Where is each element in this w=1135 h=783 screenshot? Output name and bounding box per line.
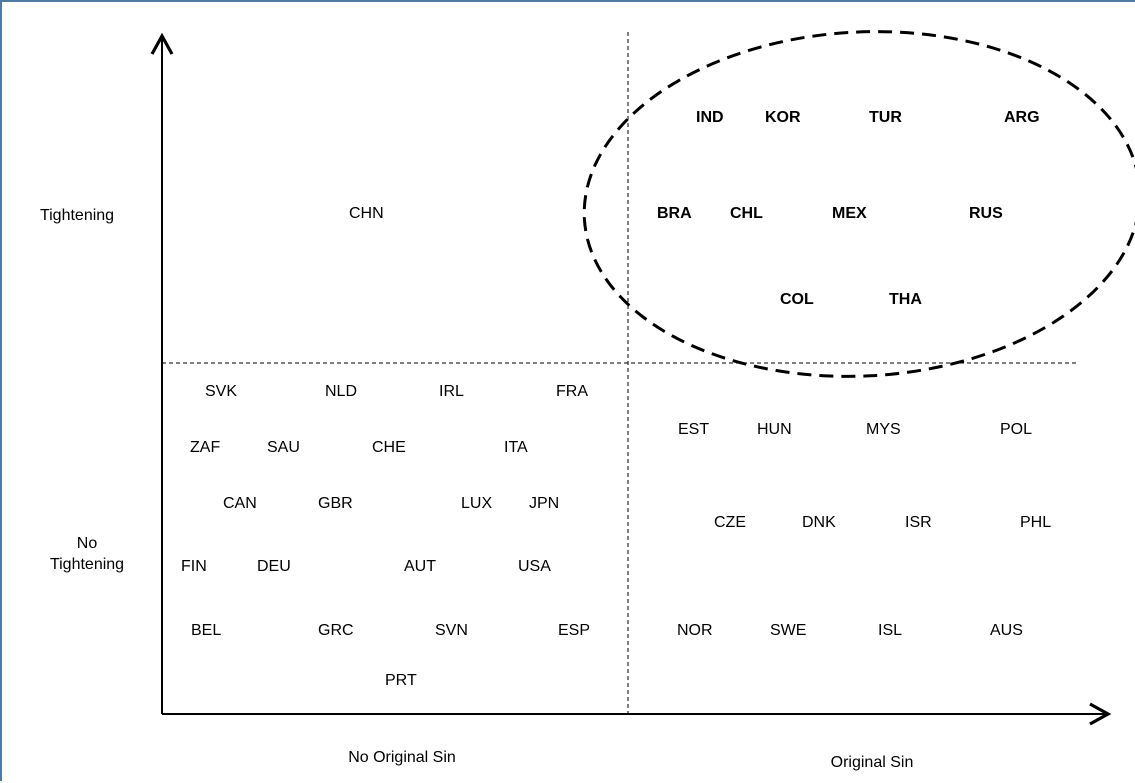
country-label: SVN (435, 622, 468, 639)
country-label: IND (696, 109, 724, 126)
country-label: CHN (349, 205, 384, 222)
country-label: EST (678, 421, 710, 438)
country-label: JPN (529, 495, 560, 512)
country-label: ISL (878, 622, 903, 639)
country-label: DEU (257, 558, 291, 575)
country-label: RUS (969, 205, 1003, 222)
country-label: CHE (372, 439, 406, 456)
country-label: SWE (770, 622, 807, 639)
country-label: THA (889, 291, 922, 308)
x-label-no-original-sin: No Original Sin (348, 749, 456, 766)
country-label: AUT (404, 558, 436, 575)
country-label: FIN (181, 558, 207, 575)
country-label: COL (780, 291, 814, 308)
country-label: MYS (866, 421, 901, 438)
country-label: ZAF (190, 439, 221, 456)
country-label: USA (518, 558, 551, 575)
y-label-tightening: Tightening (39, 207, 115, 224)
y-label-no-tightening-line2: Tightening (49, 555, 125, 573)
country-label: GBR (318, 495, 353, 512)
country-label: SAU (267, 439, 300, 456)
country-label: ARG (1004, 109, 1040, 126)
y-label-no-tightening-line1: No (76, 535, 98, 552)
country-label: AUS (990, 622, 1023, 639)
country-label: IRL (439, 383, 464, 400)
country-label: ISR (905, 514, 932, 531)
country-label: DNK (802, 514, 836, 531)
country-label: FRA (556, 383, 588, 400)
country-label: BEL (191, 622, 222, 639)
y-label-no-tightening: No Tightening (32, 534, 142, 576)
country-label: ITA (504, 439, 528, 456)
country-label: CAN (223, 495, 257, 512)
country-label: ESP (558, 622, 591, 639)
country-label: LUX (461, 495, 493, 512)
country-label: TUR (869, 109, 902, 126)
country-label: HUN (757, 421, 792, 438)
country-label: SVK (205, 383, 238, 400)
country-label: PHL (1020, 514, 1052, 531)
country-label: CHL (730, 205, 763, 222)
country-label: GRC (318, 622, 354, 639)
highlight-ellipse (582, 30, 1135, 378)
country-label: NLD (325, 383, 358, 400)
country-label: BRA (657, 205, 692, 222)
country-label: NOR (677, 622, 713, 639)
country-label: POL (1000, 421, 1033, 438)
x-label-original-sin: Original Sin (830, 754, 914, 771)
country-label: PRT (385, 672, 417, 689)
country-label: CZE (714, 514, 746, 531)
country-label: MEX (832, 205, 867, 222)
country-label: KOR (765, 109, 801, 126)
